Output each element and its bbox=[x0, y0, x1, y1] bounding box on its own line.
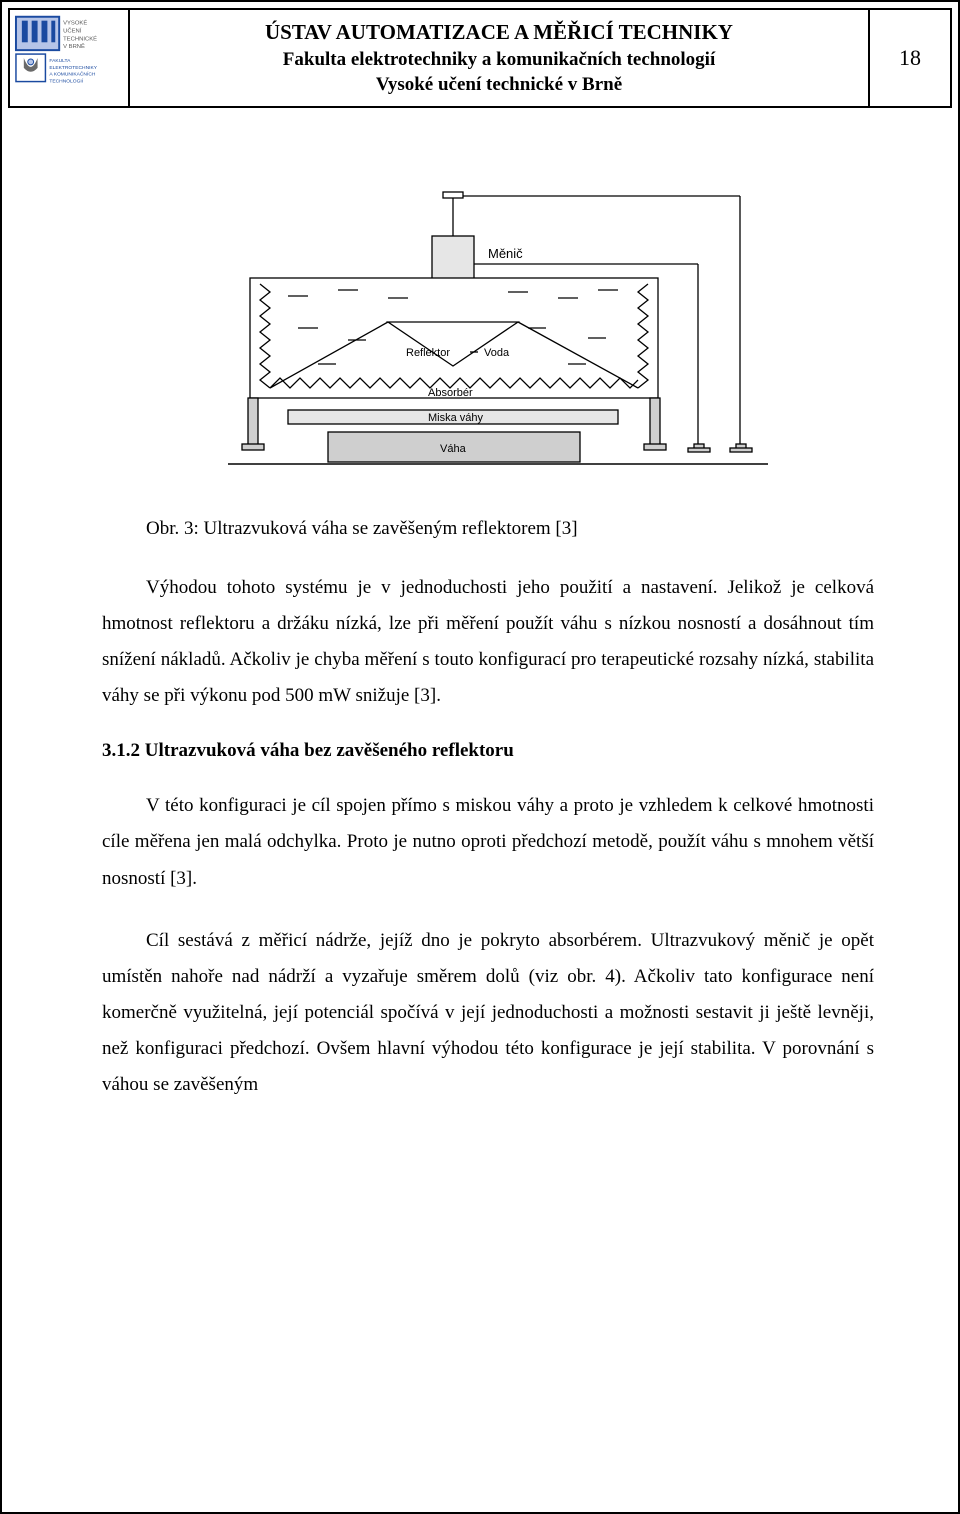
header-line1: ÚSTAV AUTOMATIZACE A MĚŘICÍ TECHNIKY bbox=[265, 18, 733, 46]
figure-wrap: Měnič bbox=[102, 178, 874, 498]
logo-sub-3: A KOMUNIKAČNÍCH bbox=[49, 71, 96, 78]
logo-sub-2: ELEKTROTECHNIKY bbox=[49, 65, 97, 71]
logo-text-4: V BRNĚ bbox=[63, 42, 85, 50]
content-area: Měnič bbox=[8, 108, 952, 1149]
label-miska: Miska váhy bbox=[428, 412, 484, 424]
paragraph-2: V této konfiguraci je cíl spojen přímo s… bbox=[102, 788, 874, 896]
header-line2: Fakulta elektrotechniky a komunikačních … bbox=[283, 47, 715, 73]
page-frame: VYSOKÉ UČENÍ TECHNICKÉ V BRNĚ FAKULTA EL… bbox=[0, 0, 960, 1514]
paragraph-3: Cíl sestává z měřicí nádrže, jejíž dno j… bbox=[102, 923, 874, 1103]
label-reflektor: Reflektor bbox=[406, 347, 450, 359]
header: VYSOKÉ UČENÍ TECHNICKÉ V BRNĚ FAKULTA EL… bbox=[8, 8, 952, 108]
logo-sub-4: TECHNOLOGIÍ bbox=[49, 78, 83, 85]
logo-sub-1: FAKULTA bbox=[49, 58, 71, 64]
label-voda: Voda bbox=[484, 347, 510, 359]
logo-text-1: VYSOKÉ bbox=[63, 20, 87, 27]
paragraph-1: Výhodou tohoto systému je v jednoduchost… bbox=[102, 570, 874, 714]
header-line3: Vysoké učení technické v Brně bbox=[376, 72, 622, 98]
label-vaha: Váha bbox=[440, 443, 467, 455]
header-logo-cell: VYSOKÉ UČENÍ TECHNICKÉ V BRNĚ FAKULTA EL… bbox=[10, 10, 130, 106]
subheading-3-1-2: 3.1.2 Ultrazvuková váha bez zavěšeného r… bbox=[102, 740, 874, 762]
header-page-number: 18 bbox=[870, 10, 950, 106]
ultrasound-balance-figure: Měnič bbox=[188, 178, 788, 498]
header-title-cell: ÚSTAV AUTOMATIZACE A MĚŘICÍ TECHNIKY Fak… bbox=[130, 10, 870, 106]
university-logo: VYSOKÉ UČENÍ TECHNICKÉ V BRNĚ FAKULTA EL… bbox=[14, 14, 124, 102]
label-absorber: Absorbér bbox=[428, 387, 473, 399]
logo-text-2: UČENÍ bbox=[63, 27, 82, 34]
figure-caption: Obr. 3: Ultrazvuková váha se zavěšeným r… bbox=[146, 518, 874, 540]
logo-text-3: TECHNICKÉ bbox=[63, 35, 97, 42]
label-menic: Měnič bbox=[488, 246, 523, 261]
